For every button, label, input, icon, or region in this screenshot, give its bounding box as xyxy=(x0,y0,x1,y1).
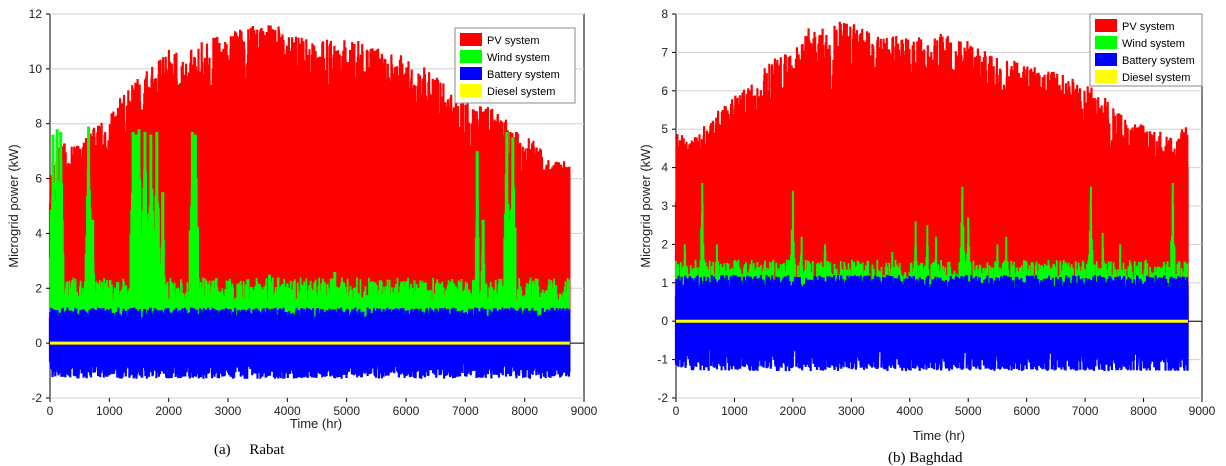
legend-entry: Wind system xyxy=(1122,38,1185,50)
caption-rabat: (a) Rabat xyxy=(214,442,285,458)
x-tick-label: 4000 xyxy=(274,404,301,418)
legend-swatch xyxy=(460,84,482,97)
legend-rabat: PV system Wind system Battery system Diesel… xyxy=(454,27,576,104)
x-tick-label: 5000 xyxy=(955,404,982,418)
battery-system-series xyxy=(674,275,1189,372)
x-tick-label: 1000 xyxy=(96,404,123,418)
x-tick-label: 0 xyxy=(673,404,680,418)
legend-entry: PV system xyxy=(487,35,540,47)
legend-swatch xyxy=(460,50,482,63)
x-tick-label: 0 xyxy=(47,404,54,418)
x-tick-label: 2000 xyxy=(155,404,182,418)
y-tick-label: -2 xyxy=(31,391,42,405)
x-tick-label: 6000 xyxy=(393,404,420,418)
x-tick-label: 1000 xyxy=(721,404,748,418)
legend-entry: Wind system xyxy=(487,52,550,64)
caption-baghdad: (b) Baghdad xyxy=(888,450,963,466)
x-tick-label: 8000 xyxy=(511,404,538,418)
x-tick-label: 8000 xyxy=(1130,404,1157,418)
y-tick-label: 4 xyxy=(35,226,42,240)
legend-swatch xyxy=(1095,70,1117,83)
legend-swatch xyxy=(1095,53,1117,66)
y-tick-label: -1 xyxy=(657,353,668,367)
x-tick-label: 2000 xyxy=(780,404,807,418)
y-tick-label: 0 xyxy=(35,336,42,350)
y-tick-label: 2 xyxy=(35,281,42,295)
y-tick-label: 6 xyxy=(661,84,668,98)
x-axis-label-rabat: Time (hr) xyxy=(290,416,342,431)
x-tick-label: 4000 xyxy=(896,404,923,418)
legend-entry: PV system xyxy=(1122,21,1175,33)
legend-entry: Battery system xyxy=(1122,55,1195,67)
y-tick-label: 6 xyxy=(35,172,42,186)
x-tick-label: 3000 xyxy=(838,404,865,418)
y-tick-label: 1 xyxy=(661,276,668,290)
y-tick-label: 2 xyxy=(661,237,668,251)
x-tick-label: 5000 xyxy=(333,404,360,418)
x-tick-label: 3000 xyxy=(215,404,242,418)
x-tick-label: 9000 xyxy=(571,404,598,418)
x-tick-label: 7000 xyxy=(452,404,479,418)
chart-rabat: 0 1000 2000 3000 4000 5000 6000 7000 8000 9000 -2 0… xyxy=(6,7,598,458)
legend-swatch xyxy=(1095,19,1117,32)
y-axis-label-rabat: Microgrid power (kW) xyxy=(6,144,21,268)
y-tick-label: 4 xyxy=(661,161,668,175)
legend-entry: Diesel system xyxy=(1122,72,1190,84)
y-tick-label: 7 xyxy=(661,45,668,59)
chart-baghdad: 0 1000 2000 3000 4000 5000 6000 7000 8000 9000 -2 -… xyxy=(638,7,1216,466)
y-tick-label: -2 xyxy=(657,391,668,405)
legend-swatch xyxy=(460,33,482,46)
legend-entry: Battery system xyxy=(487,69,560,81)
legend-swatch xyxy=(1095,36,1117,49)
legend-entry: Diesel system xyxy=(487,86,555,98)
x-tick-label: 6000 xyxy=(1013,404,1040,418)
y-tick-label: 10 xyxy=(29,62,43,76)
x-tick-label: 7000 xyxy=(1072,404,1099,418)
x-tick-label: 9000 xyxy=(1189,404,1216,418)
y-tick-label: 3 xyxy=(661,199,668,213)
x-axis-label-baghdad: Time (hr) xyxy=(913,428,965,443)
y-tick-label: 8 xyxy=(35,117,42,131)
legend-swatch xyxy=(460,67,482,80)
y-tick-label: 12 xyxy=(29,7,43,21)
y-tick-label: 8 xyxy=(661,7,668,21)
y-tick-label: 0 xyxy=(661,314,668,328)
legend-baghdad: PV system Wind system Battery system Diesel… xyxy=(1089,13,1203,87)
y-tick-label: 5 xyxy=(661,122,668,136)
y-axis-label-baghdad: Microgrid power (kW) xyxy=(638,144,653,268)
